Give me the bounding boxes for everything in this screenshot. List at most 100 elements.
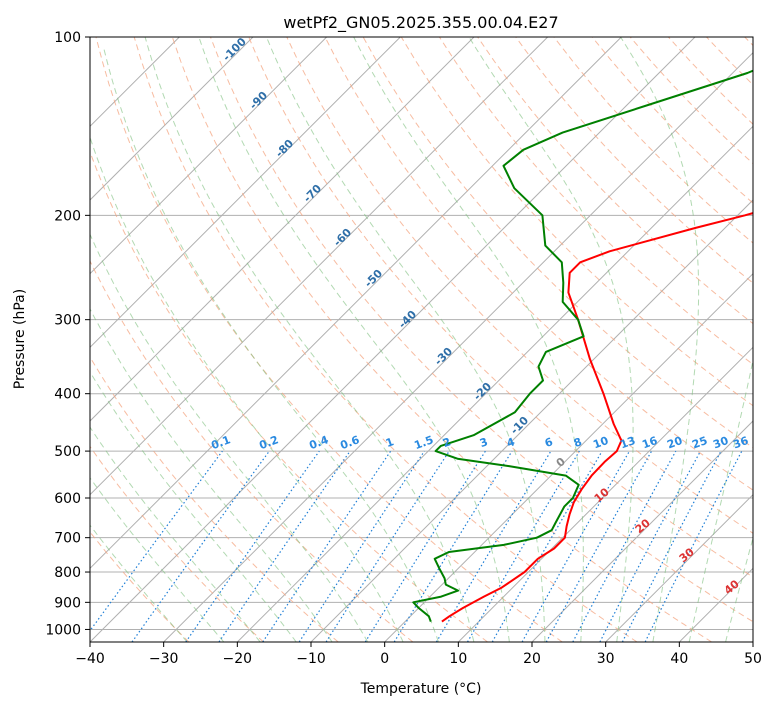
mixing-ratio-label: 30: [711, 434, 730, 452]
dry-adiabat-line: [90, 259, 414, 642]
moist-adiabat-line: [90, 308, 333, 642]
mixing-ratio-label: 0.1: [209, 433, 232, 452]
dry-adiabat-label: -20: [471, 380, 494, 403]
dry-adiabat-label: -10: [508, 414, 531, 437]
dry-adiabat-line: [90, 445, 264, 642]
mixing-ratio-label: 0.2: [257, 433, 280, 452]
profile-lines: [412, 69, 753, 623]
isotherm-line: [678, 567, 753, 642]
moist-adiabat-line: [90, 135, 404, 642]
moist-adiabat-line: [90, 426, 261, 642]
dry-adiabat-label: -90: [247, 89, 270, 112]
dry-adiabat-line: [95, 37, 563, 642]
y-tick-label: 300: [54, 313, 81, 329]
moist-adiabat-label: 0: [554, 455, 568, 470]
mixing-ratio-line: [90, 450, 223, 632]
moist-adiabat-line: [688, 358, 753, 642]
x-tick-label: −10: [296, 651, 326, 667]
chart-title: wetPf2_GN05.2025.355.00.04.E27: [283, 13, 558, 33]
dry-adiabat-line: [133, 37, 638, 642]
mixing-ratio-label: 1.5: [412, 433, 435, 452]
mixing-ratio-line: [393, 450, 513, 642]
mixing-ratio-label: 2: [441, 435, 453, 450]
y-tick-label: 600: [54, 491, 81, 507]
y-tick-label: 100: [54, 30, 81, 46]
isotherm-line: [90, 37, 696, 642]
y-tick-label: 400: [54, 387, 81, 403]
x-tick-label: 50: [744, 651, 762, 667]
mixing-ratio-line: [599, 450, 702, 642]
moist-adiabat-line: [725, 536, 753, 642]
dry-adiabat-label: -100: [220, 35, 249, 64]
mixing-ratio-line: [298, 450, 425, 642]
dry-adiabat-label: -40: [396, 308, 419, 331]
isotherm-line: [236, 125, 753, 642]
dry-adiabat-line: [90, 531, 190, 642]
moist-adiabat-line: [198, 37, 510, 642]
x-tick-label: 30: [597, 651, 615, 667]
isotherm-line: [90, 37, 401, 349]
mixing-ratio-line: [185, 450, 320, 642]
mixing-ratio-line: [131, 450, 270, 642]
dry-adiabat-line: [324, 37, 753, 491]
mixing-ratio-label: 3: [478, 435, 490, 450]
mixing-ratio-line: [572, 450, 677, 642]
mixing-ratio-label: 36: [731, 434, 750, 452]
y-tick-label: 1000: [45, 622, 81, 638]
isotherm-line: [605, 493, 753, 642]
y-tick-label: 800: [54, 565, 81, 581]
mixing-ratio-label: 20: [665, 434, 684, 452]
dry-adiabat-line: [171, 37, 712, 642]
dry-adiabat-line: [515, 37, 753, 284]
plot-frame: [89, 36, 754, 643]
axis-ticks: −40 −30 −20 −10 0 10 20 30 40 5010020030040050060…: [45, 30, 762, 667]
y-tick-label: 200: [54, 208, 81, 224]
mixing-ratio-label: 0.6: [338, 433, 361, 452]
line-labels: -100 -90 -80-70 -60 -50 -40 -30 -20 -10 0.1 0.2 0.4…: [209, 35, 750, 597]
dry-adiabat-label: -60: [331, 226, 354, 249]
moist-adiabat-label: 30: [677, 545, 697, 565]
mixing-ratio-label: 4: [505, 435, 517, 450]
isotherm-line: [90, 37, 328, 275]
x-tick-label: 0: [380, 651, 389, 667]
x-axis-label: Temperature (°C): [360, 681, 482, 697]
mixing-ratio-label: 8: [572, 435, 584, 450]
moist-adiabat-line: [353, 37, 584, 642]
moist-adiabat-line: [103, 49, 439, 642]
x-tick-label: −30: [149, 651, 179, 667]
x-tick-label: −20: [223, 651, 253, 667]
dry-adiabat-label: -30: [432, 345, 455, 368]
moist-adiabat-line: [90, 233, 369, 642]
dry-adiabat-line: [553, 37, 753, 244]
background-lines: [90, 37, 753, 642]
mixing-ratio-label: 0.4: [307, 433, 330, 452]
isotherm-line: [531, 420, 753, 642]
isotherm-line: [752, 641, 753, 642]
dry-adiabat-line: [248, 37, 753, 578]
mixing-ratio-line: [325, 450, 450, 642]
dry-adiabat-line: [90, 356, 339, 642]
x-tick-label: −40: [75, 651, 105, 667]
mixing-ratio-label: 16: [640, 434, 659, 452]
isotherm-line: [310, 199, 753, 642]
dry-adiabat-label: -80: [273, 137, 296, 160]
dry-adiabat-line: [90, 150, 488, 642]
mixing-ratio-line: [521, 450, 631, 642]
moist-adiabat-line: [144, 37, 475, 642]
moist-adiabat-line: [90, 370, 297, 642]
mixing-ratio-line: [218, 450, 351, 642]
x-tick-label: 40: [670, 651, 688, 667]
moist-adiabat-line: [620, 37, 700, 642]
y-tick-label: 700: [54, 531, 81, 547]
moist-adiabat-line: [90, 476, 225, 642]
y-axis-label: Pressure (hPa): [12, 289, 28, 389]
mixing-ratio-line: [644, 450, 743, 642]
isotherm-line: [384, 272, 753, 642]
isotherm-line: [90, 37, 475, 422]
mixing-ratio-line: [262, 450, 392, 642]
mixing-ratio-label: 25: [690, 434, 709, 451]
mixing-ratio-label: 13: [618, 434, 637, 451]
moist-adiabat-label: 20: [633, 516, 653, 536]
y-tick-label: 900: [54, 595, 81, 611]
isotherm-line: [90, 37, 622, 570]
